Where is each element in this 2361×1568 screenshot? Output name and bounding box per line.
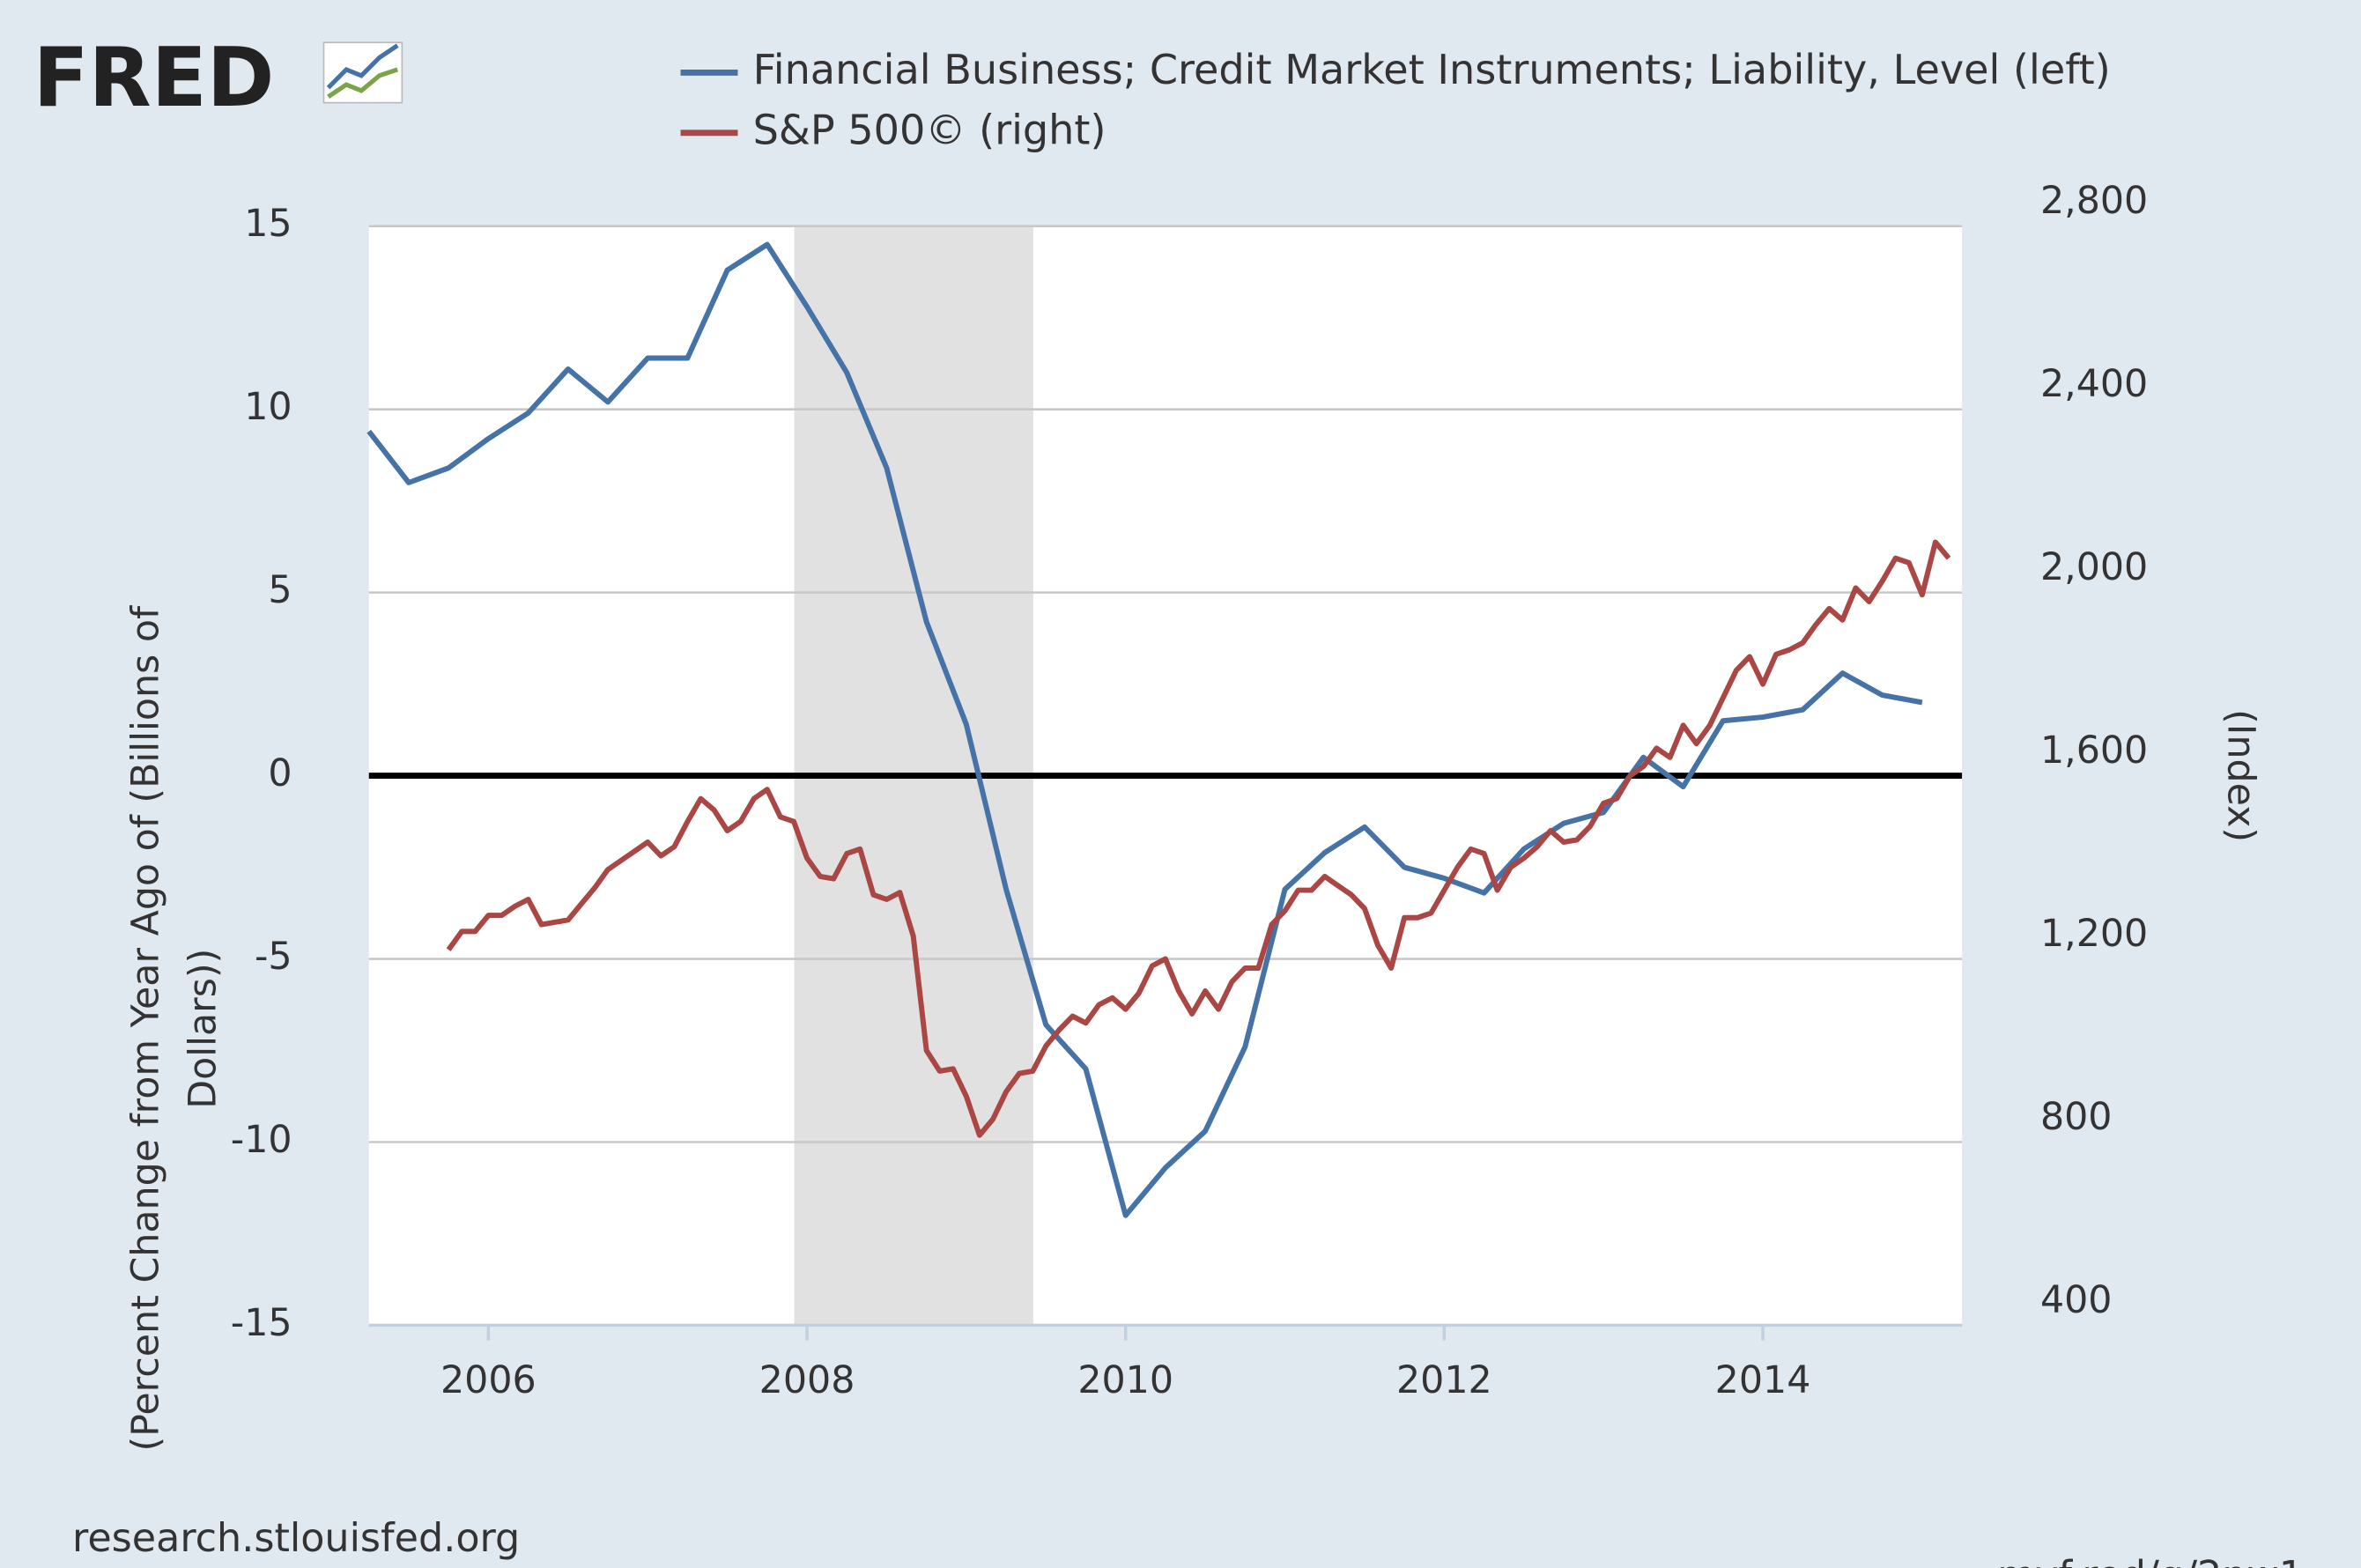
- y2-tick-label: 1,200: [2040, 912, 2148, 956]
- logo-icon: [322, 41, 403, 104]
- y-tick-label: 15: [244, 202, 292, 246]
- y-tick-label: -5: [255, 935, 292, 979]
- y-tick-label: -10: [231, 1118, 292, 1162]
- x-tick-label: 2008: [759, 1358, 855, 1402]
- x-tick-label: 2014: [1715, 1358, 1811, 1402]
- y2-tick-label: 400: [2040, 1278, 2113, 1322]
- y-axis-label-line: Dollars)): [181, 949, 225, 1109]
- link: myf.red/g/2nw1: [1997, 1554, 2304, 1568]
- y2-tick-label: 2,000: [2040, 545, 2148, 589]
- series-line: [366, 241, 1923, 1218]
- x-tick-label: 2006: [440, 1358, 537, 1402]
- y2-tick-label: 800: [2040, 1095, 2113, 1139]
- x-tick-label: 2012: [1396, 1358, 1492, 1402]
- series-line: [446, 539, 1951, 1138]
- y2-tick-label: 1,600: [2040, 729, 2148, 773]
- y-tick-label: -15: [231, 1301, 292, 1345]
- legend-entry: S&P 500© (right): [753, 106, 1106, 153]
- y2-tick-label: 2,400: [2040, 362, 2148, 406]
- y2-tick-label: 2,800: [2040, 179, 2148, 223]
- y2-axis-label: (Index): [2219, 709, 2263, 842]
- y-axis-label-line: (Percent Change from Year Ago of (Billio…: [123, 605, 167, 1452]
- y-tick-label: 5: [268, 568, 292, 612]
- y-tick-label: 0: [268, 751, 292, 795]
- logo: FRED: [33, 30, 275, 125]
- x-tick-label: 2010: [1077, 1358, 1173, 1402]
- y-tick-label: 10: [244, 385, 292, 429]
- y-axis-label: (Percent Change from Year Ago of (Billio…: [123, 605, 225, 1452]
- legend-entry: Financial Business; Credit Market Instru…: [753, 46, 2111, 93]
- source: research.stlouisfed.org: [72, 1516, 520, 1561]
